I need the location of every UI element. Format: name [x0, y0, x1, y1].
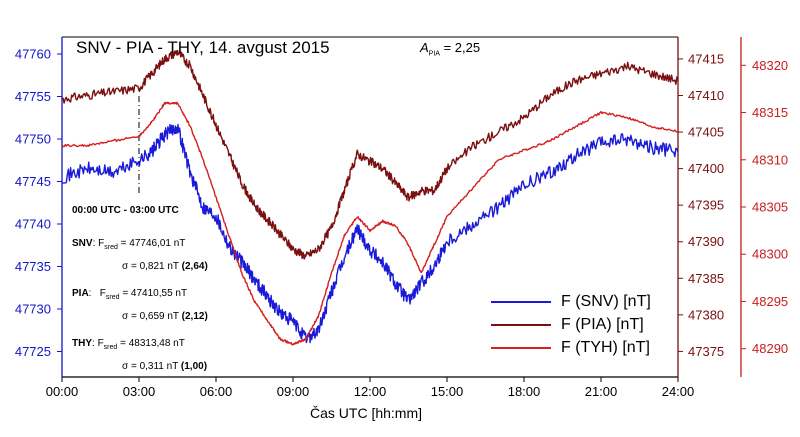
stats-mean: = 47410,55 nT: [122, 288, 188, 299]
x-tick-label: 12:00: [354, 384, 387, 399]
legend-item-snv: F (SNV) [nT]: [491, 290, 651, 313]
legend-item-tyh: F (TYH) [nT]: [491, 336, 651, 359]
ratio-value: = 2,25: [443, 40, 481, 55]
snv-y-tick-label: 47740: [15, 217, 51, 232]
legend-swatch: [491, 323, 551, 326]
fsred-label: F: [97, 338, 104, 349]
x-axis-label: Čas UTC [hh:mm]: [310, 405, 423, 421]
legend-swatch: [491, 346, 551, 349]
snv-y-tick-label: 47725: [15, 344, 51, 359]
thy-y-tick-label: 48300: [752, 247, 788, 262]
pia-y-tick-label: 47395: [688, 198, 724, 213]
amplitude-ratio: APIA = 2,25: [420, 40, 480, 58]
pia-y-tick-label: 47380: [688, 307, 724, 322]
ratio-subscript: PIA: [428, 50, 440, 58]
fsred-sub: sred: [104, 244, 118, 251]
snv-y-tick-label: 47760: [15, 47, 51, 62]
stats-ratio: (1,00): [180, 361, 208, 372]
ratio-symbol: A: [420, 40, 429, 55]
stats-mean: = 48313,48 nT: [120, 338, 185, 349]
stats-ratio: (2,64): [181, 261, 208, 272]
sigma-label: σ: [122, 261, 129, 272]
period-label: 00:00 UTC - 03:00 UTC: [72, 205, 179, 216]
x-tick-label: 03:00: [123, 384, 156, 399]
legend: F (SNV) [nT] F (PIA) [nT] F (TYH) [nT]: [491, 290, 651, 359]
sigma-label: σ: [122, 361, 129, 372]
stats-mean: = 47746,01 nT: [120, 238, 186, 249]
x-tick-label: 00:00: [46, 384, 79, 399]
legend-swatch: [491, 300, 551, 303]
pia-y-tick-label: 47415: [688, 51, 724, 66]
thy-y-tick-label: 48315: [752, 105, 788, 120]
x-tick-label: 06:00: [200, 384, 233, 399]
stats-pia: PIA: Fsred = 47410,55 nT σ = 0,659 nT (2…: [72, 288, 208, 322]
series-line-thy: [61, 101, 679, 346]
sigma-label: σ: [122, 311, 129, 322]
legend-label: F (PIA) [nT]: [561, 315, 644, 333]
legend-item-pia: F (PIA) [nT]: [491, 313, 651, 336]
stats-ratio: (2,12): [181, 311, 208, 322]
stats-thy: THY: Fsred = 48313,48 nT σ = 0,311 nT (1…: [72, 338, 208, 372]
fsred-label: F: [99, 288, 106, 299]
snv-y-tick-label: 47755: [15, 89, 51, 104]
chart-title: SNV - PIA - THY, 14. avgust 2015: [76, 38, 330, 57]
stats-station: SNV: [72, 238, 93, 249]
x-tick-label: 24:00: [662, 384, 695, 399]
stats-station: THY: [72, 338, 92, 349]
stats-snv: SNV: Fsred = 47746,01 nT σ = 0,821 nT (2…: [72, 238, 208, 272]
legend-label: F (TYH) [nT]: [561, 338, 650, 356]
x-tick-label: 18:00: [508, 384, 541, 399]
fsred-label: F: [98, 238, 105, 249]
pia-y-tick-label: 47400: [688, 161, 724, 176]
thy-y-tick-label: 48295: [752, 294, 788, 309]
thy-y-tick-label: 48310: [752, 152, 788, 167]
stats-station: PIA: [72, 288, 89, 299]
stats-sigma: = 0,821 nT: [130, 261, 179, 272]
thy-y-tick-label: 48305: [752, 200, 788, 215]
fsred-sub: sred: [105, 294, 120, 301]
snv-y-tick-label: 47735: [15, 259, 51, 274]
x-tick-label: 09:00: [277, 384, 310, 399]
pia-y-tick-label: 47375: [688, 344, 724, 359]
x-tick-label: 15:00: [431, 384, 464, 399]
thy-y-tick-label: 48320: [752, 58, 788, 73]
thy-y-tick-label: 48290: [752, 341, 788, 356]
snv-y-tick-label: 47745: [15, 174, 51, 189]
pia-y-tick-label: 47385: [688, 271, 724, 286]
pia-y-tick-label: 47390: [688, 234, 724, 249]
stats-sigma: = 0,311 nT: [130, 361, 179, 372]
series-line-pia: [61, 49, 679, 260]
snv-y-tick-label: 47750: [15, 132, 51, 147]
legend-label: F (SNV) [nT]: [561, 292, 651, 310]
snv-y-tick-label: 47730: [15, 302, 51, 317]
stats-sigma: = 0,659 nT: [130, 311, 179, 322]
pia-y-tick-label: 47410: [688, 88, 724, 103]
fsred-sub: sred: [103, 344, 118, 351]
x-tick-label: 21:00: [585, 384, 618, 399]
pia-y-tick-label: 47405: [688, 125, 724, 140]
series-line-snv: [61, 123, 679, 344]
